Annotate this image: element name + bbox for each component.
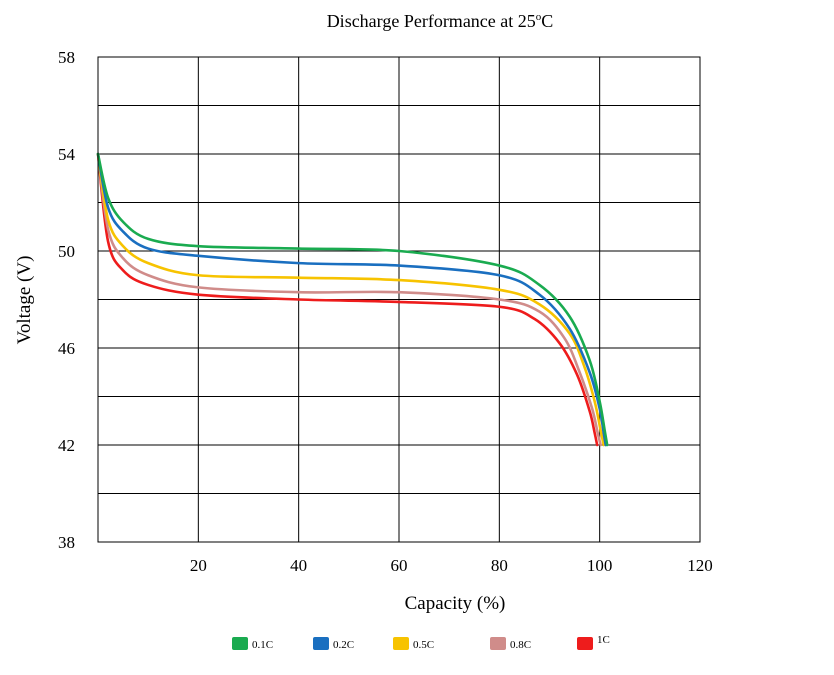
series-lines [96,152,609,447]
legend-swatch [490,637,506,650]
x-tick-label: 100 [587,556,613,575]
legend-label: 0.1C [252,639,273,651]
y-tick-label: 54 [58,145,76,164]
legend-label: 0.2C [333,639,354,651]
legend-swatch [313,637,329,650]
legend-swatch [577,637,593,650]
tick-labels: 20 40 60 80 100 120 38 42 46 50 54 58 [58,48,713,575]
legend-label: 0.8C [510,639,531,651]
x-tick-label: 40 [290,556,307,575]
y-tick-label: 50 [58,242,75,261]
y-tick-label: 46 [58,339,75,358]
grid [98,57,700,542]
chart-title-unit: C [541,11,553,31]
plot-frame [97,56,701,543]
chart-title-main: Discharge Performance at 25 [327,11,536,31]
chart-title-degree: o [536,11,542,23]
x-tick-label: 120 [687,556,713,575]
series-line-0-2c [96,152,607,447]
x-tick-label: 20 [190,556,207,575]
series-line-0-5c [96,152,605,447]
legend-label: 0.5C [413,639,434,651]
series-line-0-8c [96,152,602,447]
y-tick-label: 58 [58,48,75,67]
series-line-0-1c [96,152,609,447]
y-tick-label: 42 [58,436,75,455]
series-line-1c [96,152,599,447]
legend: 0.1C 0.2C 0.5C 0.8C 1C [232,634,610,651]
x-tick-label: 60 [391,556,408,575]
legend-swatch [232,637,248,650]
legend-label: 1C [597,634,610,646]
y-tick-label: 38 [58,533,75,552]
legend-swatch [393,637,409,650]
x-tick-label: 80 [491,556,508,575]
y-axis-label: Voltage (V) [14,256,35,345]
x-axis-label: Capacity (%) [405,593,506,614]
chart-title: Discharge Performance at 25oC [327,11,554,31]
